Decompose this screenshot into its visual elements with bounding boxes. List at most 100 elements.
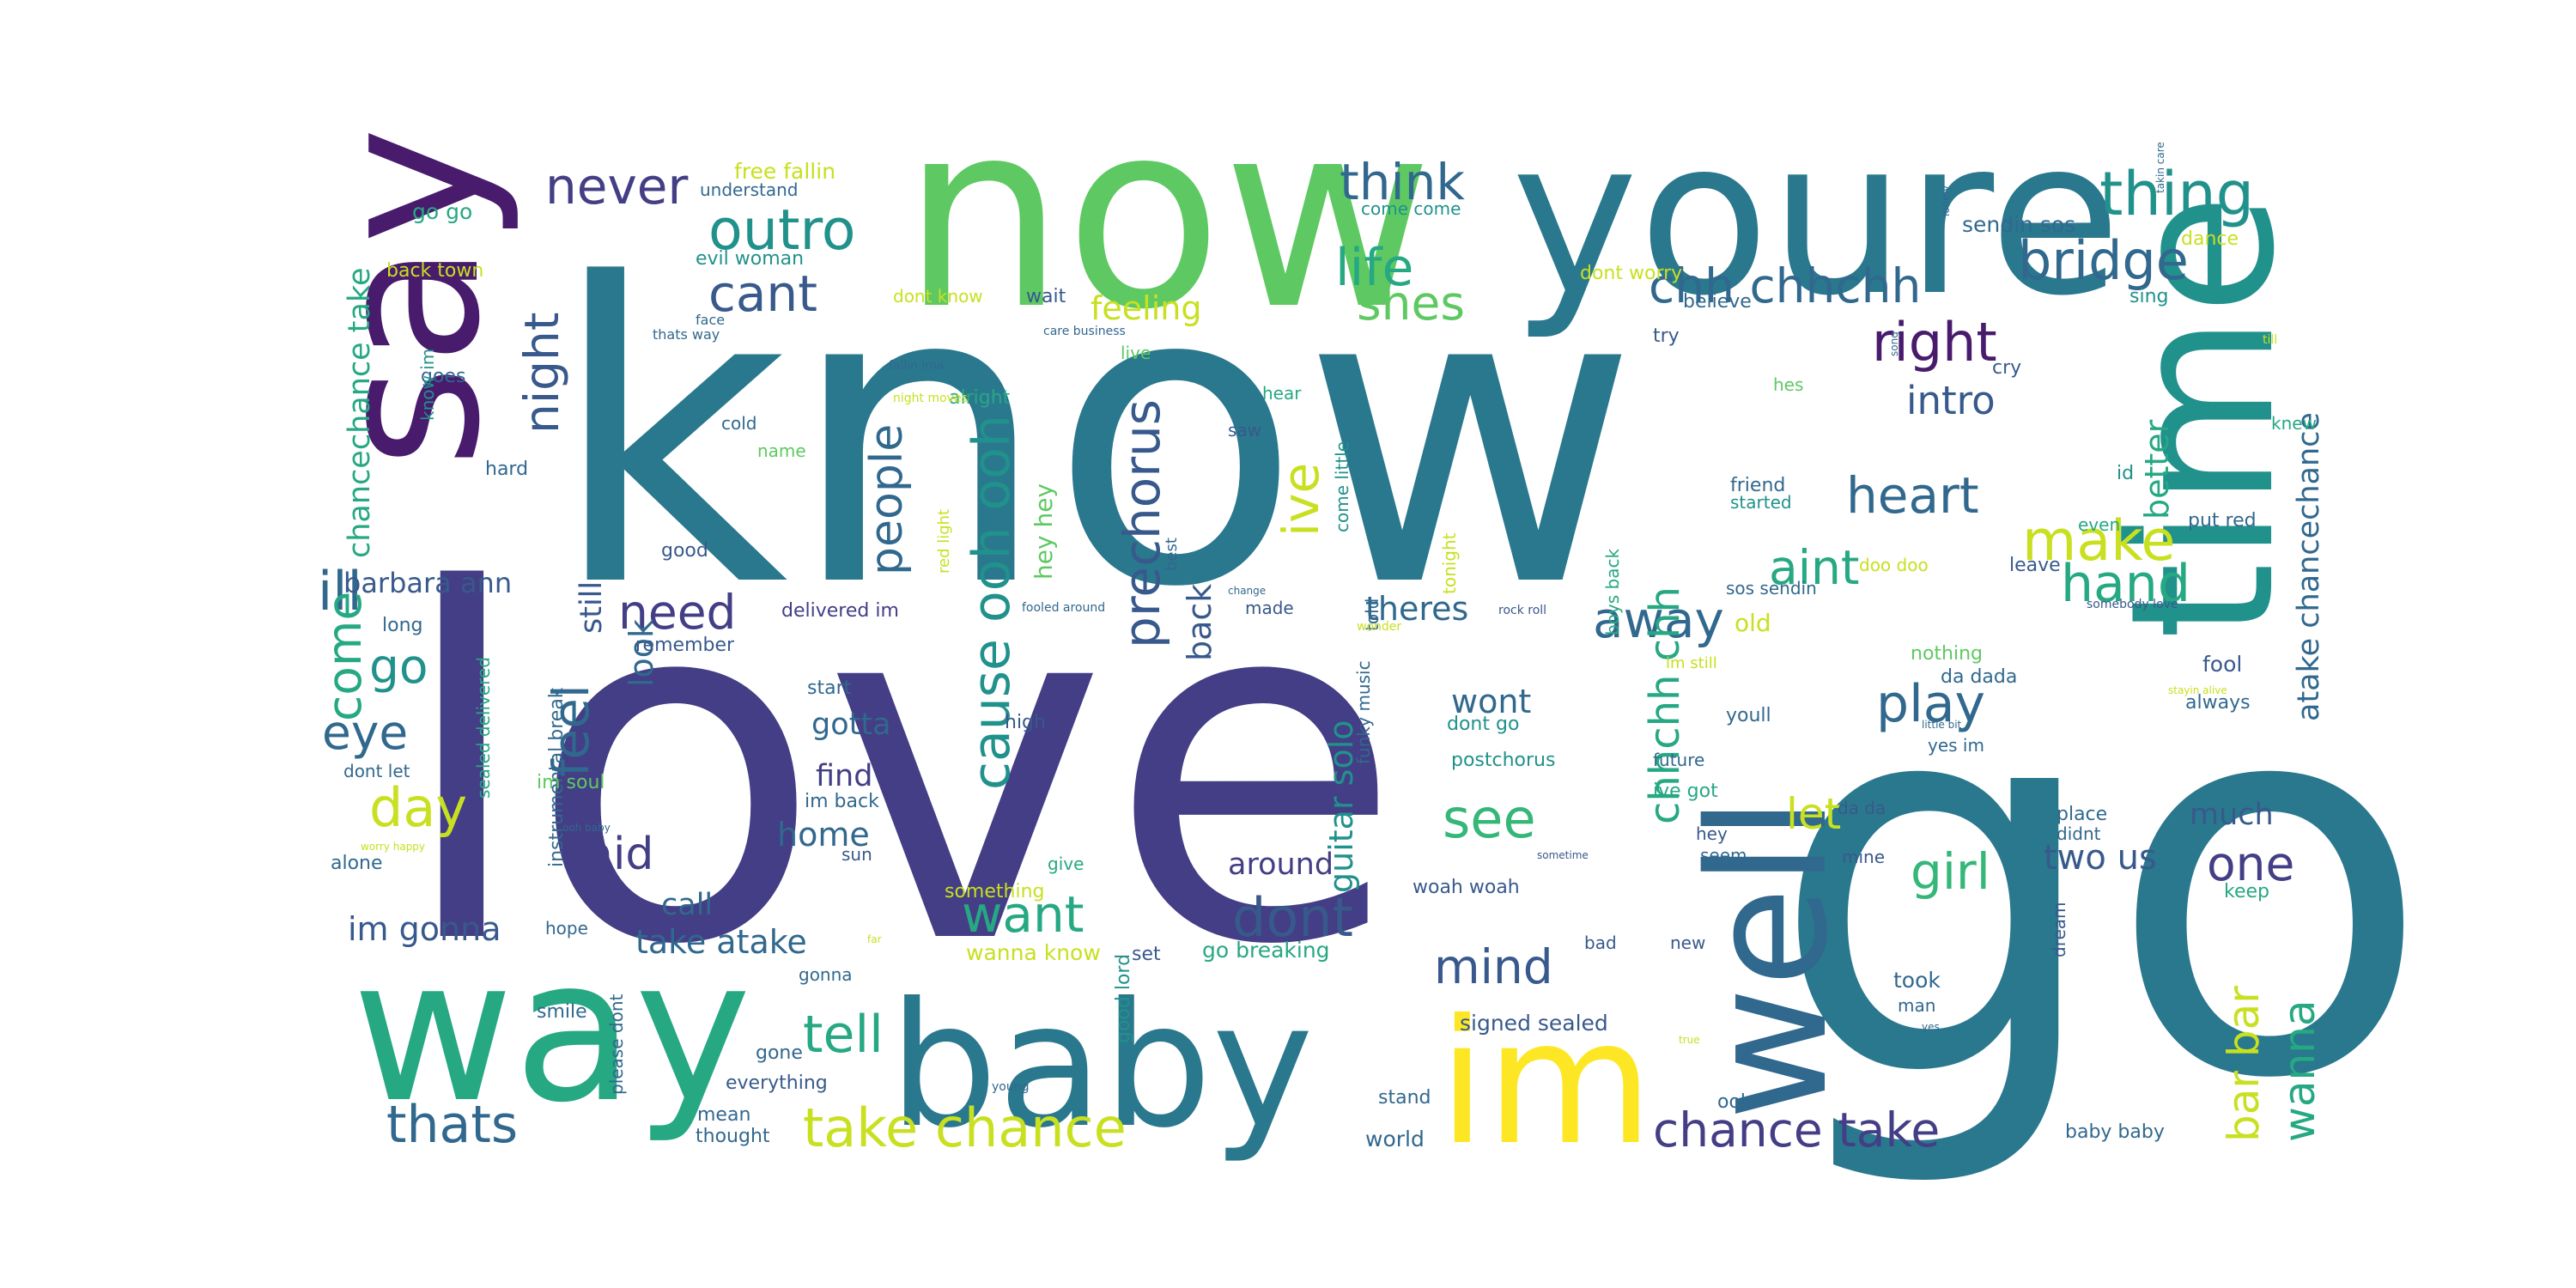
- word-face: face: [696, 312, 725, 328]
- word-cant: cant: [708, 264, 817, 323]
- word-nothing: nothing: [1911, 643, 1983, 665]
- word-lonely: lonely: [1940, 185, 1952, 216]
- word-put-red: put red: [2188, 510, 2257, 532]
- word-smile: smile: [537, 1001, 587, 1023]
- word-better: better: [2138, 419, 2176, 519]
- word-dont-go: dont go: [1447, 714, 1519, 735]
- word-well: well: [1674, 796, 1863, 1121]
- word-long: long: [382, 615, 422, 636]
- word-please-dont: please dont: [606, 993, 627, 1095]
- word-red-light: red light: [935, 509, 953, 574]
- word-old: old: [1735, 609, 1771, 637]
- word-baby-baby: baby baby: [2065, 1121, 2165, 1143]
- word-hand: hand: [2061, 554, 2190, 614]
- word-sing: sing: [2129, 286, 2168, 307]
- word-feeling: feeling: [1091, 289, 1201, 327]
- word-alright: alright: [949, 387, 1011, 409]
- word-give: give: [1048, 854, 1084, 874]
- word-tonight: tonight: [1439, 532, 1460, 594]
- word-thought: thought: [696, 1126, 770, 1147]
- word-back-town: back town: [386, 260, 483, 282]
- word-remember: remember: [635, 635, 735, 656]
- word-said: said: [562, 829, 653, 880]
- word-yes-im: yes im: [1928, 735, 1984, 756]
- word-best: best: [1163, 538, 1181, 571]
- word-ooh: ooh: [1717, 1091, 1753, 1113]
- word-find: find: [816, 759, 872, 793]
- word-sealed-delivered: sealed delivered: [473, 657, 494, 799]
- word-fool: fool: [2202, 652, 2242, 677]
- word-high: high: [1005, 712, 1046, 733]
- word-take-atake: take atake: [635, 923, 807, 961]
- word-signed-sealed: signed sealed: [1460, 1011, 1608, 1036]
- word-away: away: [1593, 591, 1724, 649]
- word-future: future: [1653, 750, 1704, 770]
- word-everything: everything: [726, 1072, 828, 1094]
- word-prechorus: prechorus: [1113, 399, 1171, 648]
- word-till: till: [2263, 333, 2277, 347]
- word-play: play: [1876, 674, 1985, 734]
- word-song: song: [1888, 331, 1900, 356]
- word-im-gonna: im gonna: [348, 910, 501, 948]
- word-night-moves: night moves: [893, 392, 968, 405]
- word-gone: gone: [756, 1042, 803, 1064]
- word-life: life: [1335, 238, 1413, 298]
- word-evil-woman: evil woman: [696, 248, 804, 270]
- word-say: say: [295, 127, 524, 468]
- word-instrumental-break: instrumental break: [546, 687, 568, 867]
- word-true: true: [1679, 1034, 1700, 1046]
- word-come-little: come little: [1332, 441, 1352, 532]
- word-somebody-love: somebody love: [2087, 598, 2178, 611]
- word-bar-bar: bar bar: [2219, 986, 2269, 1142]
- word-delivered-im: delivered im: [781, 600, 899, 622]
- word-much: much: [2190, 798, 2274, 832]
- word-leave: leave: [2009, 555, 2061, 576]
- word-love: love: [395, 490, 1403, 1050]
- word-sometime: sometime: [1537, 849, 1589, 861]
- word-go-breaking: go breaking: [1202, 938, 1330, 963]
- word-rock-roll: rock roll: [1498, 604, 1546, 617]
- word-young: young: [992, 1080, 1029, 1094]
- word-didnt: didnt: [2057, 823, 2101, 844]
- word-home: home: [777, 816, 870, 854]
- word-im: im: [1438, 983, 1653, 1183]
- word-come: come: [317, 592, 372, 721]
- word-right: right: [1872, 311, 1997, 374]
- word-keep: keep: [2224, 881, 2269, 902]
- word-boys-back: boys back: [1602, 549, 1623, 635]
- word-made: made: [1245, 598, 1294, 618]
- word-barbara-ann: barbara ann: [343, 567, 512, 599]
- word-know: know: [550, 197, 1638, 677]
- word-dance: dance: [2181, 228, 2239, 250]
- word-sos-sendin: sos sendin: [1726, 578, 1817, 598]
- word-around: around: [1228, 848, 1334, 882]
- word-stand: stand: [1378, 1087, 1431, 1109]
- word-thats-way: thats way: [653, 326, 720, 343]
- word-little-bit: little bit: [1922, 719, 1962, 731]
- word-let: let: [1786, 789, 1841, 839]
- word-da-da: da da: [1838, 798, 1886, 818]
- word-world: world: [1365, 1127, 1425, 1151]
- word-always: always: [2185, 692, 2251, 714]
- word-ill: ill: [318, 560, 362, 623]
- word-hope: hope: [545, 918, 588, 939]
- word-believe: believe: [1683, 291, 1752, 313]
- word-want: want: [962, 885, 1084, 944]
- word-started: started: [1730, 492, 1792, 513]
- word-good: good: [661, 540, 708, 562]
- word-doo-doo: doo doo: [1859, 555, 1929, 575]
- word-dont-worry: dont worry: [1580, 263, 1682, 284]
- word-go-go: go go: [412, 199, 472, 224]
- word-took: took: [1893, 968, 1941, 993]
- word-man: man: [1898, 995, 1935, 1016]
- word-aint: aint: [1769, 540, 1859, 595]
- word-start: start: [807, 677, 852, 699]
- word-something: something: [945, 881, 1044, 902]
- word-ive-got: ive got: [1653, 781, 1718, 802]
- word-free-fallin: free fallin: [734, 159, 835, 184]
- word-youre: youre: [1511, 93, 2121, 343]
- word-im-soul: im soul: [537, 772, 605, 793]
- word-look: look: [623, 619, 660, 687]
- word-atake-chancechance: atake chancechance: [2292, 412, 2326, 721]
